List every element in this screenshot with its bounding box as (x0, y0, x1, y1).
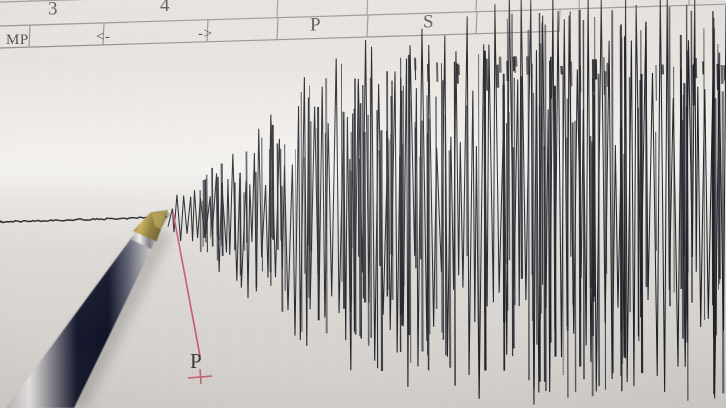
trace-ticks-upper (413, 55, 726, 106)
table-rule-vertical (366, 14, 369, 37)
leader-line (172, 211, 201, 357)
table-cell-label: -> (198, 26, 212, 42)
table-rule-vertical (558, 9, 561, 32)
trace-overstrike (199, 4, 726, 401)
table-cell-label: S (423, 11, 434, 32)
table-cell-label: MP (6, 32, 29, 48)
table-cell-label: 3 (48, 0, 58, 20)
table-rule-vertical (206, 19, 209, 42)
table-cell-label: P (310, 15, 321, 36)
table-rule-vertical (276, 17, 279, 40)
table-cell-label: <- (96, 29, 110, 45)
table-rule-vertical (28, 25, 31, 48)
table-rule-horizontal (0, 3, 726, 27)
table-rule-vertical (578, 0, 580, 9)
table-rule-vertical (475, 0, 478, 12)
table-rule-vertical (688, 0, 690, 6)
table-rule-vertical (102, 22, 105, 45)
table-rule-vertical (475, 11, 478, 34)
header-table: 3 4 P S MP <- -> (0, 0, 726, 52)
table-rule-vertical (276, 0, 279, 18)
tick-bar-vertical (199, 368, 202, 385)
table-cell-label: 4 (160, 0, 170, 16)
phase-label-p: P (190, 349, 202, 373)
table-rule-vertical (366, 0, 369, 15)
